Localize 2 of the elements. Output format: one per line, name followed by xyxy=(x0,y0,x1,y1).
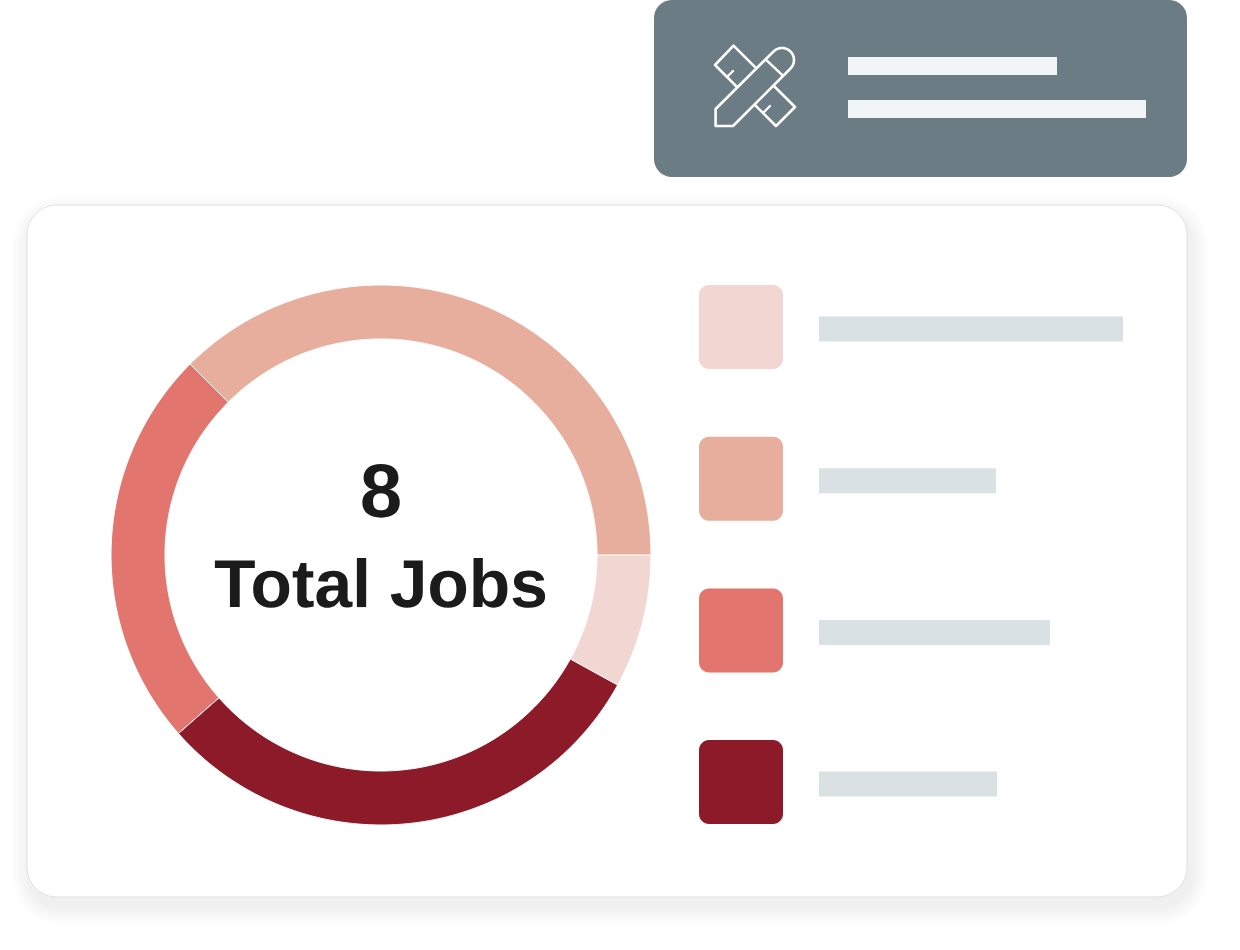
text: 8 xyxy=(362,464,400,518)
text: Total Jobs xyxy=(214,558,546,608)
